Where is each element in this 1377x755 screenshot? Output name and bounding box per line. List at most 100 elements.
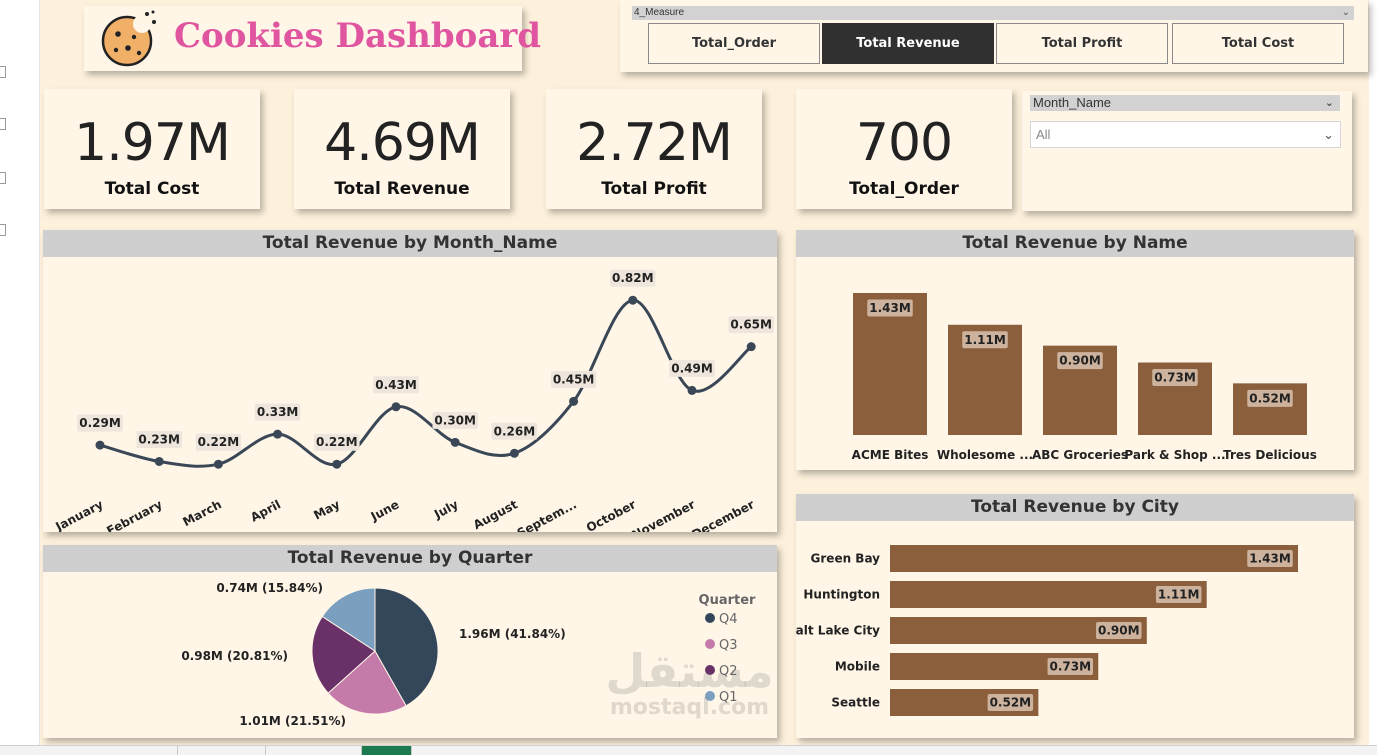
chart-title: Total Revenue by City (796, 494, 1354, 521)
measure-slicer-caption[interactable]: 4_Measure ⌄ (632, 6, 1354, 20)
data-label-bg (867, 299, 913, 317)
data-label-bg (610, 269, 656, 287)
x-tick-label: July (431, 497, 461, 522)
kpi-label: Total Cost (104, 179, 200, 199)
data-label-bg (136, 430, 182, 448)
legend-title: Quarter (699, 593, 757, 608)
report-view-icon[interactable] (0, 66, 6, 78)
kpi-card-total-profit: 2.72M Total Profit (546, 89, 762, 209)
data-label-bg (987, 694, 1034, 711)
bar (890, 581, 1207, 608)
x-tick-label: Septem... (515, 497, 579, 532)
data-label: 0.22M (316, 435, 358, 449)
month-slicer-header-text: Month_Name (1033, 95, 1112, 110)
data-label-bg (491, 422, 538, 440)
pie-slice (374, 587, 439, 707)
legend-label: Q2 (719, 664, 738, 679)
kpi-value: 1.97M (74, 113, 231, 173)
table-view-icon[interactable] (0, 118, 6, 130)
kpi-value: 2.72M (576, 113, 733, 173)
measure-button-total-cost[interactable]: Total Cost (1172, 23, 1344, 64)
data-label-bg (1096, 622, 1142, 639)
data-label: 0.22M (198, 435, 240, 449)
month-slicer-header[interactable]: Month_Name ⌄ (1030, 95, 1340, 111)
data-label-bg (728, 316, 774, 334)
legend-label: Q4 (719, 612, 738, 627)
data-point (450, 437, 460, 447)
y-tick-label: Mobile (835, 660, 880, 674)
month-slicer-selected-value: All (1036, 127, 1051, 142)
x-tick-label: May (311, 497, 342, 522)
data-label: 0.73M (1049, 660, 1091, 674)
chevron-down-icon[interactable]: ⌄ (1323, 127, 1334, 142)
cookie-icon (101, 10, 156, 67)
x-tick-label: Park & Shop ... (1124, 448, 1225, 462)
dashboard-title: Cookies Dashboard (174, 16, 542, 56)
revenue-by-name-bar-chart[interactable]: 1.43M ACME Bites 1.11M Wholesome ... 0.90M AB… (796, 257, 1354, 470)
page-tab[interactable] (178, 746, 266, 755)
chevron-down-icon[interactable]: ⌄ (1341, 7, 1350, 18)
chevron-down-icon[interactable]: ⌄ (1324, 97, 1334, 109)
kpi-card-total-order: 700 Total_Order (796, 89, 1012, 209)
kpi-card-total-cost: 1.97M Total Cost (44, 89, 260, 209)
revenue-by-quarter-pie-chart[interactable]: 1.96M (41.84%) 1.01M (21.51%) 0.98M (20.81… (43, 572, 777, 738)
title-card: Cookies Dashboard (84, 6, 541, 71)
revenue-by-city-card: Total Revenue by City 1.43M Green Bay 1.11… (796, 494, 1354, 738)
bar (853, 293, 927, 435)
y-tick-label: Seattle (831, 696, 880, 710)
revenue-by-city-bar-chart[interactable]: 1.43M Green Bay 1.11M Huntington 0.90M Salt L… (796, 521, 1354, 738)
data-label-bg (254, 403, 301, 421)
x-tick-label: March (180, 497, 223, 529)
x-tick-label: April (248, 497, 283, 524)
x-tick-label: ACME Bites (852, 448, 929, 462)
data-label-bg (432, 411, 478, 429)
page-tab-active[interactable] (362, 746, 412, 755)
chart-title: Total Revenue by Month_Name (43, 230, 777, 257)
x-tick-label: ABC Groceries (1032, 448, 1128, 462)
month-slicer-dropdown[interactable]: All ⌄ (1030, 121, 1341, 148)
data-label-bg (1247, 389, 1293, 407)
kpi-label: Total Profit (601, 179, 707, 199)
x-tick-label: January (52, 497, 105, 532)
measure-button-total-order[interactable]: Total_Order (648, 23, 820, 64)
x-tick-label: December (690, 497, 757, 532)
data-label-bg (1152, 369, 1198, 387)
data-label-bg (373, 376, 419, 394)
slice-label: 1.96M (41.84%) (459, 627, 566, 641)
measure-caption-text: 4_Measure (634, 7, 685, 18)
data-label: 0.90M (1059, 354, 1101, 368)
data-point (273, 429, 283, 439)
measure-slicer: 4_Measure ⌄ Total_Order Total Revenue To… (620, 0, 1368, 72)
data-label: 0.23M (138, 432, 180, 446)
data-label-bg (195, 433, 242, 451)
legend-marker (705, 691, 715, 701)
dax-view-icon[interactable] (0, 224, 6, 236)
pie-slice (311, 615, 376, 694)
pie-slice (321, 587, 376, 652)
data-label-bg (314, 433, 360, 451)
y-tick-label: Salt Lake City (796, 624, 880, 638)
data-label: 0.29M (79, 416, 121, 430)
kpi-label: Total Revenue (334, 179, 470, 199)
model-view-icon[interactable] (0, 172, 6, 184)
y-tick-label: Huntington (803, 588, 880, 602)
page-tab[interactable] (266, 746, 362, 755)
data-label-bg (77, 414, 123, 432)
measure-button-total-revenue[interactable]: Total Revenue (822, 23, 994, 64)
data-label-bg (550, 370, 597, 388)
page-tabs-bar (0, 745, 1377, 755)
revenue-by-month-card: Total Revenue by Month_Name 0.29M January… (43, 230, 777, 532)
revenue-by-month-line-chart[interactable]: 0.29M January 0.23M February 0.22M March 0.33M… (43, 257, 777, 532)
data-label: 0.82M (612, 271, 654, 285)
data-label: 0.52M (1249, 391, 1291, 405)
page-tab[interactable] (90, 746, 178, 755)
data-label-bg (669, 359, 715, 377)
data-label: 0.30M (434, 413, 476, 427)
measure-button-total-profit[interactable]: Total Profit (996, 23, 1168, 64)
data-label: 0.52M (990, 696, 1032, 710)
x-tick-label: November (630, 497, 698, 532)
data-point (154, 456, 164, 466)
data-label: 1.11M (964, 333, 1006, 347)
data-label: 0.45M (553, 372, 595, 386)
data-point (569, 396, 579, 406)
